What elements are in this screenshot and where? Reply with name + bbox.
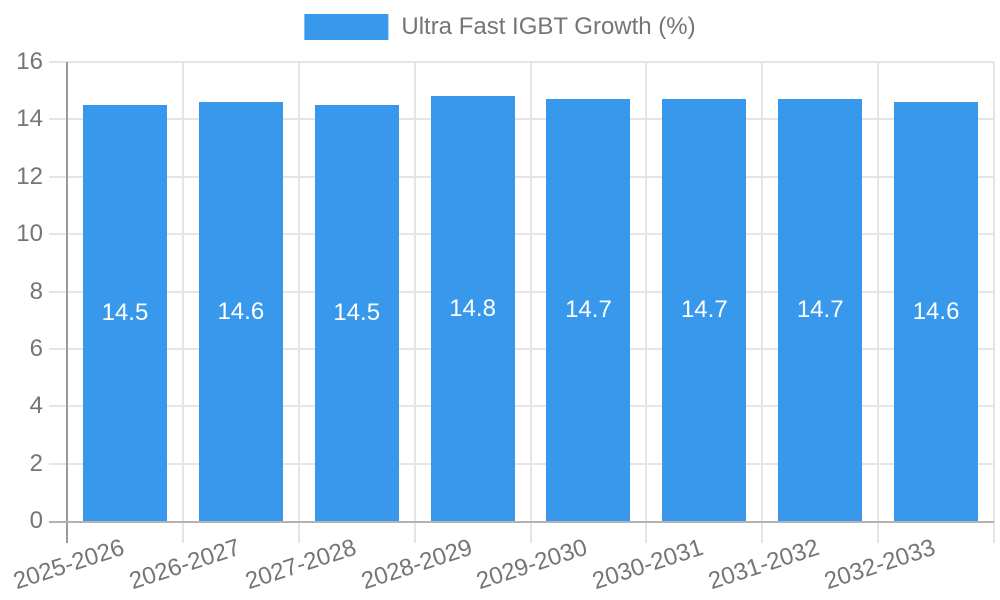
category-gridline	[993, 62, 995, 543]
x-axis-tick-label: 2030-2031	[589, 533, 707, 596]
x-axis-tick-label: 2026-2027	[125, 533, 244, 596]
y-gridline	[49, 347, 994, 350]
x-axis-tick-label: 2025-2026	[10, 533, 128, 596]
y-gridline	[49, 405, 994, 408]
y-gridline	[49, 61, 994, 63]
x-axis-tick-label: 2032-2033	[821, 533, 939, 596]
category-gridline	[413, 62, 416, 543]
bar[interactable]	[430, 96, 515, 521]
y-gridline	[49, 175, 994, 178]
category-gridline	[529, 62, 532, 543]
bar[interactable]	[198, 102, 283, 521]
y-axis-tick-label: 8	[29, 277, 43, 305]
x-axis-tick-label: 2028-2029	[357, 533, 476, 596]
y-gridline	[49, 290, 994, 293]
y-axis-tick-label: 12	[16, 162, 43, 190]
bar[interactable]	[546, 99, 631, 521]
y-axis-tick-label: 10	[16, 220, 43, 248]
y-axis-tick-label: 4	[29, 392, 43, 420]
category-gridline	[645, 62, 648, 543]
x-axis-tick-label: 2029-2030	[473, 533, 592, 596]
y-axis-tick-label: 2	[29, 449, 43, 477]
bar[interactable]	[314, 105, 399, 521]
bar[interactable]	[894, 102, 979, 521]
y-axis-tick-label: 0	[29, 507, 43, 534]
x-axis-line	[49, 521, 994, 523]
category-gridline	[877, 62, 880, 543]
y-gridline	[49, 233, 994, 236]
y-axis-tick-label: 6	[29, 334, 43, 362]
legend-label: Ultra Fast IGBT Growth (%)	[401, 13, 696, 40]
bar[interactable]	[662, 99, 747, 521]
y-gridline	[49, 118, 994, 121]
legend-swatch	[304, 14, 389, 40]
y-gridline	[49, 462, 994, 465]
bar[interactable]	[82, 105, 167, 521]
category-gridline	[297, 62, 300, 543]
category-gridline	[181, 62, 184, 543]
x-axis-tick-label: 2031-2032	[705, 533, 823, 596]
y-axis-line	[66, 62, 68, 543]
bar[interactable]	[778, 99, 863, 521]
y-axis-tick-label: 14	[16, 105, 43, 133]
x-axis-tick-label: 2027-2028	[241, 533, 360, 596]
legend[interactable]: Ultra Fast IGBT Growth (%)	[304, 13, 696, 41]
category-gridline	[761, 62, 764, 543]
y-axis-tick-label: 16	[16, 48, 43, 75]
